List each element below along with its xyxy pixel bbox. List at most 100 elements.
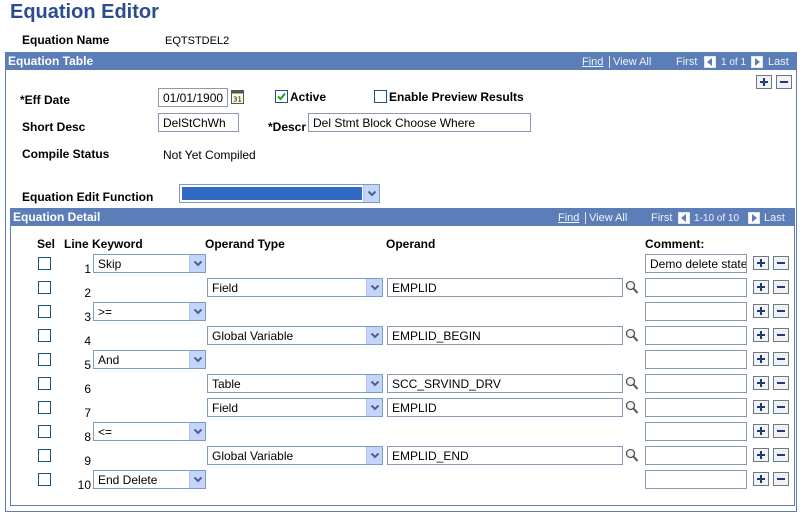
select-checkbox[interactable] bbox=[38, 329, 51, 342]
descr-input[interactable]: Del Stmt Block Choose Where bbox=[308, 113, 531, 132]
select-checkbox[interactable] bbox=[38, 401, 51, 414]
preview-checkbox[interactable] bbox=[374, 90, 387, 103]
arrow-icon bbox=[755, 58, 760, 66]
select-checkbox[interactable] bbox=[38, 281, 51, 294]
plus-icon bbox=[757, 451, 765, 459]
keyword-select[interactable]: And bbox=[93, 350, 206, 369]
add-row-button[interactable] bbox=[753, 280, 769, 294]
delete-row-button[interactable] bbox=[773, 424, 789, 438]
line-number: 3 bbox=[84, 310, 91, 324]
chevron bbox=[193, 308, 203, 315]
plus-icon bbox=[757, 355, 765, 363]
find-link[interactable]: Find bbox=[558, 212, 580, 224]
minus-icon bbox=[777, 478, 785, 480]
delete-row-button[interactable] bbox=[773, 256, 789, 270]
add-row-button[interactable] bbox=[753, 472, 769, 486]
keyword-select[interactable]: End Delete bbox=[93, 470, 206, 489]
line-number: 1 bbox=[84, 262, 91, 276]
operand-input[interactable]: EMPLID bbox=[387, 278, 623, 297]
select-checkbox[interactable] bbox=[38, 353, 51, 366]
add-row-button[interactable] bbox=[753, 328, 769, 342]
add-row-button[interactable] bbox=[756, 75, 772, 89]
add-row-button[interactable] bbox=[753, 352, 769, 366]
active-checkbox[interactable] bbox=[275, 90, 288, 103]
comment-input[interactable] bbox=[645, 350, 747, 369]
comment-input[interactable] bbox=[645, 398, 747, 417]
operand-input[interactable]: EMPLID bbox=[387, 398, 623, 417]
comment-input[interactable] bbox=[645, 470, 747, 489]
lookup-button[interactable] bbox=[625, 448, 639, 463]
delete-row-button[interactable] bbox=[773, 376, 789, 390]
comment-input[interactable] bbox=[645, 302, 747, 321]
comment-input[interactable] bbox=[645, 278, 747, 297]
delete-row-button[interactable] bbox=[773, 280, 789, 294]
select-button bbox=[189, 423, 205, 440]
delete-row-button[interactable] bbox=[773, 448, 789, 462]
add-row-button[interactable] bbox=[753, 376, 769, 390]
calendar-icon: 31 bbox=[231, 90, 244, 104]
operand-type-select[interactable]: Global Variable bbox=[207, 446, 383, 465]
edit-function-select[interactable] bbox=[179, 184, 380, 203]
lookup-button[interactable] bbox=[625, 376, 639, 391]
delete-row-button[interactable] bbox=[773, 352, 789, 366]
operand-type-select[interactable]: Field bbox=[207, 278, 383, 297]
comment-input[interactable]: Demo delete state bbox=[645, 254, 747, 273]
comment-input[interactable] bbox=[645, 374, 747, 393]
eff-date-input[interactable]: 01/01/1900 bbox=[158, 88, 228, 107]
lookup-button[interactable] bbox=[625, 328, 639, 343]
operand-type-select[interactable]: Global Variable bbox=[207, 326, 383, 345]
keyword-select[interactable]: Skip bbox=[93, 254, 206, 273]
delete-row-button[interactable] bbox=[773, 304, 789, 318]
edit-function-label: Equation Edit Function bbox=[22, 190, 154, 204]
comment-input[interactable] bbox=[645, 422, 747, 441]
lookup-button[interactable] bbox=[625, 280, 639, 295]
previous-button[interactable] bbox=[704, 56, 716, 68]
short-desc-input[interactable]: DelStChWh bbox=[158, 113, 239, 132]
lookup-button[interactable] bbox=[625, 400, 639, 415]
delete-row-button[interactable] bbox=[773, 328, 789, 342]
comment-input[interactable] bbox=[645, 446, 747, 465]
comment-input[interactable] bbox=[645, 326, 747, 345]
column-header: Comment: bbox=[645, 237, 705, 251]
arrow-icon bbox=[707, 58, 712, 66]
minus-icon bbox=[777, 262, 785, 264]
line-number: 7 bbox=[84, 406, 91, 420]
equation-name-label: Equation Name bbox=[22, 33, 110, 47]
calendar-button[interactable]: 31 bbox=[231, 90, 244, 104]
previous-button[interactable] bbox=[678, 212, 690, 224]
select-checkbox[interactable] bbox=[38, 305, 51, 318]
select-button bbox=[189, 303, 205, 320]
select-checkbox[interactable] bbox=[38, 377, 51, 390]
operand-input[interactable]: SCC_SRVIND_DRV bbox=[387, 374, 623, 393]
add-row-button[interactable] bbox=[753, 304, 769, 318]
select-checkbox[interactable] bbox=[38, 257, 51, 270]
add-row-button[interactable] bbox=[753, 256, 769, 270]
select-checkbox[interactable] bbox=[38, 449, 51, 462]
next-button[interactable] bbox=[748, 212, 760, 224]
operand-type-select[interactable]: Field bbox=[207, 398, 383, 417]
keyword-select[interactable]: >= bbox=[93, 302, 206, 321]
magnifier-icon bbox=[625, 448, 639, 462]
operand-input[interactable]: EMPLID_END bbox=[387, 446, 623, 465]
selected-highlight bbox=[182, 187, 362, 200]
plus-icon bbox=[757, 379, 765, 387]
next-button[interactable] bbox=[751, 56, 763, 68]
minus-icon bbox=[777, 382, 785, 384]
view-all-link[interactable]: View All bbox=[585, 212, 627, 224]
select-checkbox[interactable] bbox=[38, 473, 51, 486]
add-row-button[interactable] bbox=[753, 424, 769, 438]
column-header: Sel bbox=[37, 237, 56, 251]
delete-row-button[interactable] bbox=[773, 472, 789, 486]
add-row-button[interactable] bbox=[753, 448, 769, 462]
view-all-link[interactable]: View All bbox=[609, 56, 651, 68]
line-number: 6 bbox=[84, 382, 91, 396]
operand-type-select[interactable]: Table bbox=[207, 374, 383, 393]
delete-row-button[interactable] bbox=[776, 75, 792, 89]
add-row-button[interactable] bbox=[753, 400, 769, 414]
operand-input[interactable]: EMPLID_BEGIN bbox=[387, 326, 623, 345]
find-link[interactable]: Find bbox=[582, 56, 604, 68]
keyword-select[interactable]: <= bbox=[93, 422, 206, 441]
select-checkbox[interactable] bbox=[38, 425, 51, 438]
delete-row-button[interactable] bbox=[773, 400, 789, 414]
magnifier-icon bbox=[625, 280, 639, 294]
